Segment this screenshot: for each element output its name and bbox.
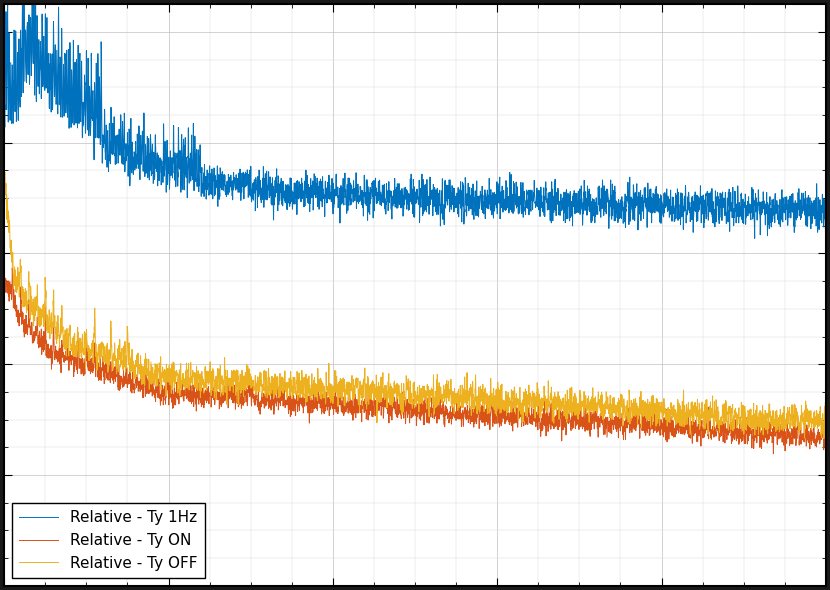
- Relative - Ty ON: [534, 407, 544, 414]
- Line: Relative - Ty 1Hz: Relative - Ty 1Hz: [4, 0, 826, 357]
- Legend: Relative - Ty 1Hz, Relative - Ty ON, Relative - Ty OFF: Relative - Ty 1Hz, Relative - Ty ON, Rel…: [12, 503, 205, 578]
- Line: Relative - Ty OFF: Relative - Ty OFF: [4, 172, 826, 439]
- Relative - Ty OFF: [0, 168, 10, 175]
- Relative - Ty OFF: [613, 399, 622, 406]
- Relative - Ty OFF: [821, 418, 830, 425]
- Relative - Ty ON: [675, 419, 685, 427]
- Relative - Ty ON: [149, 385, 159, 392]
- Relative - Ty OFF: [313, 383, 323, 390]
- Line: Relative - Ty ON: Relative - Ty ON: [4, 268, 826, 454]
- Relative - Ty OFF: [149, 371, 159, 378]
- Relative - Ty ON: [492, 408, 502, 415]
- Relative - Ty OFF: [675, 422, 685, 429]
- Relative - Ty OFF: [819, 435, 829, 442]
- Relative - Ty ON: [313, 392, 323, 399]
- Relative - Ty OFF: [0, 389, 9, 396]
- Relative - Ty 1Hz: [613, 201, 622, 208]
- Relative - Ty ON: [613, 414, 622, 421]
- Relative - Ty 1Hz: [313, 190, 323, 197]
- Relative - Ty 1Hz: [821, 211, 830, 218]
- Relative - Ty ON: [7, 264, 17, 271]
- Relative - Ty 1Hz: [534, 206, 544, 213]
- Relative - Ty 1Hz: [0, 353, 9, 360]
- Relative - Ty OFF: [492, 386, 502, 393]
- Relative - Ty OFF: [534, 391, 544, 398]
- Relative - Ty 1Hz: [492, 201, 502, 208]
- Relative - Ty ON: [821, 427, 830, 434]
- Relative - Ty ON: [0, 428, 9, 435]
- Relative - Ty 1Hz: [149, 156, 159, 163]
- Relative - Ty 1Hz: [675, 214, 685, 221]
- Relative - Ty ON: [769, 450, 779, 457]
